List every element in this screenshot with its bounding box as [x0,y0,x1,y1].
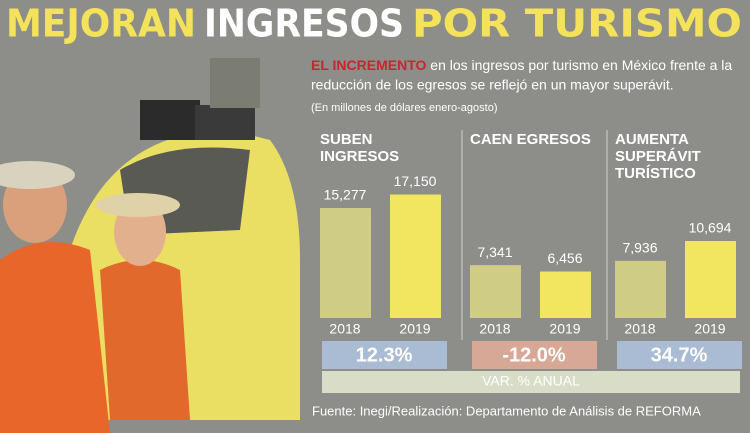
chart-title: INGRESOS [320,148,399,165]
change-label: 12.3% [356,344,413,366]
x-tick-label: 2019 [694,321,725,337]
bar [470,265,521,318]
title-part: MEJORAN [6,2,196,46]
band [322,371,740,393]
x-tick-label: 2019 [399,321,430,337]
change-label: 34.7% [651,344,708,366]
title-part: POR TURISMO [412,2,742,46]
bar [320,208,371,318]
title-part: INGRESOS [204,2,404,46]
bar [540,271,591,318]
source: Fuente: Inegi/Realización: Departamento … [312,403,701,418]
suitcase [140,100,200,140]
bar [685,241,736,318]
x-tick-label: 2018 [479,321,510,337]
chart-title: AUMENTA [615,131,689,148]
value-label: 6,456 [547,250,582,266]
suitcase [210,58,260,108]
value-label: 7,341 [477,244,512,260]
intro-text: reducción de los egresos se reflejó en u… [311,77,674,93]
chart-title: TURÍSTICO [615,165,696,182]
value-label: 15,277 [324,187,367,203]
change-box [472,341,597,369]
intro-text: en los ingresos por turismo en México fr… [426,57,732,73]
value-label: 17,150 [394,173,437,189]
bar [615,260,666,318]
suitcase [195,105,255,140]
woman-shirt [100,260,190,420]
change-box [322,341,447,369]
bar [390,194,441,318]
chart-title: SUPERÁVIT [615,148,701,165]
x-tick-label: 2019 [549,321,580,337]
chart-title: SUBEN [320,131,373,148]
note: (En millones de dólares enero-agosto) [311,102,498,114]
man-hat [0,161,75,189]
value-label: 10,694 [689,220,732,236]
value-label: 7,936 [622,240,657,256]
woman-hat [96,193,180,217]
chart-title: CAEN EGRESOS [470,131,591,148]
intro: EL INCREMENTO en los ingresos por turism… [311,57,732,73]
change-box [617,341,742,369]
photo [0,58,300,433]
x-tick-label: 2018 [329,321,360,337]
man-shirt [0,242,110,433]
x-tick-label: 2018 [624,321,655,337]
intro-lead: EL INCREMENTO [311,57,426,73]
band-label: VAR. % ANUAL [482,373,580,389]
change-label: -12.0% [502,344,566,366]
